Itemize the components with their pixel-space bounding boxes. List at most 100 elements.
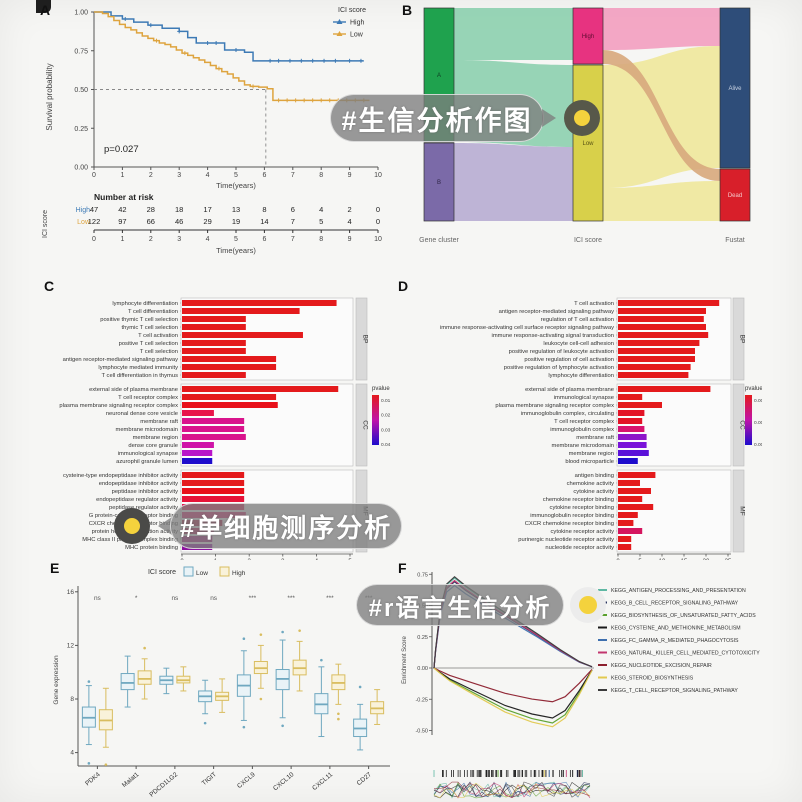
pvalue-legend-tick: 0.002: [754, 420, 762, 426]
y-tick: 0.25: [74, 126, 88, 133]
risk-value: 2: [348, 205, 352, 214]
expression-boxplot: ICI score Low High Gene expression 4 8 12 16 ns P…: [53, 566, 390, 799]
x-axis-label: Time(years): [216, 181, 256, 190]
go-term-label: immunoglobulin receptor binding: [530, 513, 614, 519]
go-term-label: T cell differentiation in thymus: [102, 373, 179, 379]
significance-label: ns: [171, 595, 179, 602]
go-bar: [618, 410, 645, 416]
significance-label: ***: [326, 595, 334, 602]
go-term-label: membrane microdomain: [551, 443, 614, 449]
legend-title: ICI score: [148, 569, 176, 576]
go-term-label: external side of plasma membrane: [89, 387, 178, 393]
y-tick: 0.75: [417, 572, 428, 578]
watermark-1-dot-icon: [564, 100, 600, 136]
y-axis-label: Gene expression: [53, 655, 60, 705]
go-term-label: external side of plasma membrane: [525, 387, 614, 393]
facet-label: CC: [362, 420, 369, 430]
watermark-2-pill: #单细胞测序分析: [170, 503, 402, 549]
risk-value: 0: [376, 205, 380, 214]
significance-label: *: [135, 595, 138, 602]
risk-value: 122: [88, 217, 101, 226]
outlier-point: [242, 725, 246, 729]
risk-value: 17: [203, 205, 211, 214]
outlier-point: [337, 717, 340, 721]
facet-strip: [355, 297, 368, 381]
go-bar: [618, 536, 632, 542]
panel-b-label: B: [402, 2, 413, 18]
panel-f-label: F: [398, 560, 407, 576]
go-term-label: leukocyte cell-cell adhesion: [543, 341, 614, 347]
pathway-legend-entry: KEGG_FC_GAMMA_R_MEDIATED_PHAGOCYTOSIS: [611, 638, 739, 644]
pathway-legend-entry: KEGG_NUCLEOTIDE_EXCISION_REPAIR: [611, 663, 712, 669]
go-bar: [618, 472, 656, 478]
rank-metric-scribble: [433, 782, 591, 799]
go-bar: [618, 308, 706, 314]
sankey-axis-label: ICI score: [574, 237, 602, 244]
pathway-legend-entry: KEGG_BIOSYNTHESIS_OF_UNSATURATED_FATTY_A…: [611, 613, 756, 619]
go-term-label: immunological synapse: [554, 395, 614, 401]
panel-e-boxplot: E ICI score Low High Gene expression 4 8 12 16 n…: [48, 560, 396, 802]
risk-x-tick: 4: [206, 236, 210, 243]
sankey-flow: [603, 8, 720, 50]
x-tick: 4: [206, 172, 210, 179]
facet-label: MF: [739, 506, 746, 515]
go-bar: [182, 356, 277, 362]
go-bar: [182, 386, 339, 392]
go-bar: [618, 512, 638, 518]
go-bar: [618, 458, 638, 464]
significance-label: ns: [94, 595, 102, 602]
go-term-label: endopeptidase regulator activity: [96, 497, 178, 503]
pvalue-legend-bar: [372, 395, 379, 445]
go-bar: [182, 300, 337, 306]
watermark-1-tail: [542, 109, 556, 127]
watermark-3-dot-icon: [570, 587, 606, 623]
sankey-flow: [454, 143, 573, 221]
go-bar: [182, 472, 245, 478]
go-bar: [618, 324, 706, 330]
y-tick: 0.00: [74, 165, 88, 172]
legend-entry: Low: [196, 570, 208, 577]
go-bar: [618, 348, 695, 354]
go-bar: [618, 496, 643, 502]
go-bar: [182, 418, 245, 424]
go-bar: [618, 488, 651, 494]
km-curve-low: [94, 11, 370, 102]
rank-metric-scribble: [433, 781, 591, 799]
risk-value: 18: [175, 205, 183, 214]
go-bar: [618, 340, 700, 346]
km-plot: Survival probability 1.00 0.75 0.50 0.25 0.00…: [42, 7, 382, 255]
go-bar: [618, 372, 689, 378]
sankey-node-alive: [719, 7, 751, 169]
outlier-point: [281, 724, 284, 728]
y-tick: 0.75: [74, 48, 88, 55]
risk-value: 42: [118, 205, 126, 214]
y-tick: -0.25: [415, 697, 428, 703]
go-bar: [618, 442, 647, 448]
risk-value: 4: [348, 217, 352, 226]
y-tick: 0.25: [417, 635, 428, 641]
outlier-point: [203, 721, 207, 725]
sankey-node-label: B: [437, 180, 441, 186]
facet-label: CC: [739, 420, 746, 430]
go-term-label: chemokine activity: [567, 481, 614, 487]
watermark-3-text: #r语言生信分析: [368, 594, 552, 622]
go-term-label: membrane microdomain: [115, 427, 178, 433]
go-bar: [618, 504, 654, 510]
go-bar: [618, 450, 649, 456]
legend-swatch-high: [219, 566, 230, 577]
pathway-legend-entry: KEGG_STEROID_BIOSYNTHESIS: [611, 676, 694, 682]
go-x-tick-label: 25: [725, 559, 732, 560]
pvalue-legend-title: pvalue: [745, 386, 762, 392]
gene-label: CXCL10: [272, 771, 296, 792]
box: [137, 670, 152, 685]
risk-row-name: Low: [77, 219, 91, 226]
gene-label: TIGIT: [201, 771, 218, 787]
y-tick: 12: [67, 642, 75, 649]
go-bar: [182, 324, 246, 330]
go-term-label: positive regulation of lymphocyte activa…: [504, 365, 614, 371]
gsea-curve: [433, 667, 593, 728]
go-bar: [182, 402, 278, 408]
sankey-node-b: [423, 142, 455, 222]
facet-label: BP: [362, 335, 369, 344]
go-bar: [618, 356, 695, 362]
